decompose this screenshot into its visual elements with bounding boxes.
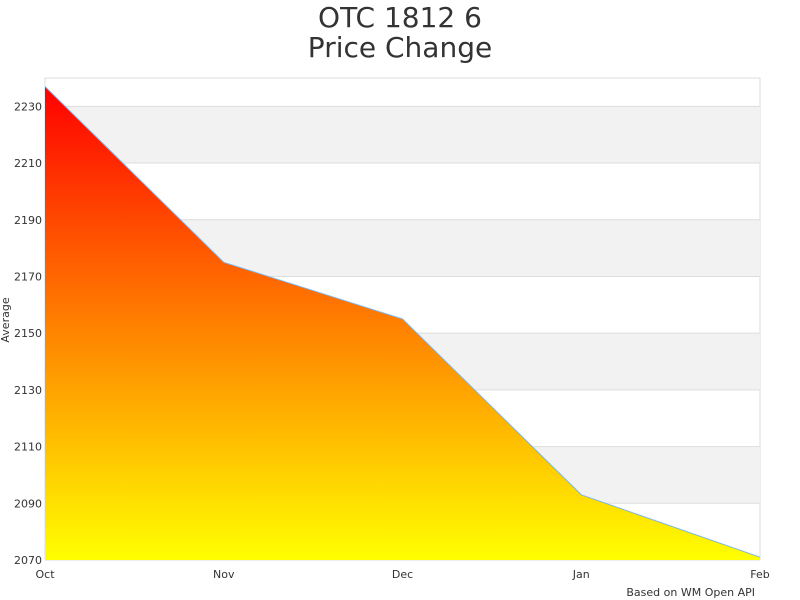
x-tick-label: Feb — [750, 568, 769, 581]
plot-band — [45, 106, 760, 164]
y-tick-label: 2150 — [14, 327, 42, 340]
x-tick-label: Dec — [392, 568, 413, 581]
y-tick-label: 2230 — [14, 100, 42, 113]
y-tick-label: 2130 — [14, 384, 42, 397]
chart-title-line1: OTC 1812 6 — [318, 1, 482, 34]
y-tick-label: 2090 — [14, 497, 42, 510]
y-tick-label: 2110 — [14, 441, 42, 454]
chart-title-line2: Price Change — [307, 31, 493, 64]
y-tick-label: 2070 — [14, 554, 42, 567]
y-axis-label: Average — [0, 297, 12, 342]
credit-text: Based on WM Open API — [626, 586, 755, 599]
x-tick-label: Nov — [213, 568, 235, 581]
x-tick-label: Jan — [572, 568, 590, 581]
area-fill — [45, 86, 760, 560]
y-tick-label: 2210 — [14, 157, 42, 170]
x-tick-label: Oct — [35, 568, 55, 581]
y-tick-label: 2190 — [14, 214, 42, 227]
y-tick-label: 2170 — [14, 270, 42, 283]
